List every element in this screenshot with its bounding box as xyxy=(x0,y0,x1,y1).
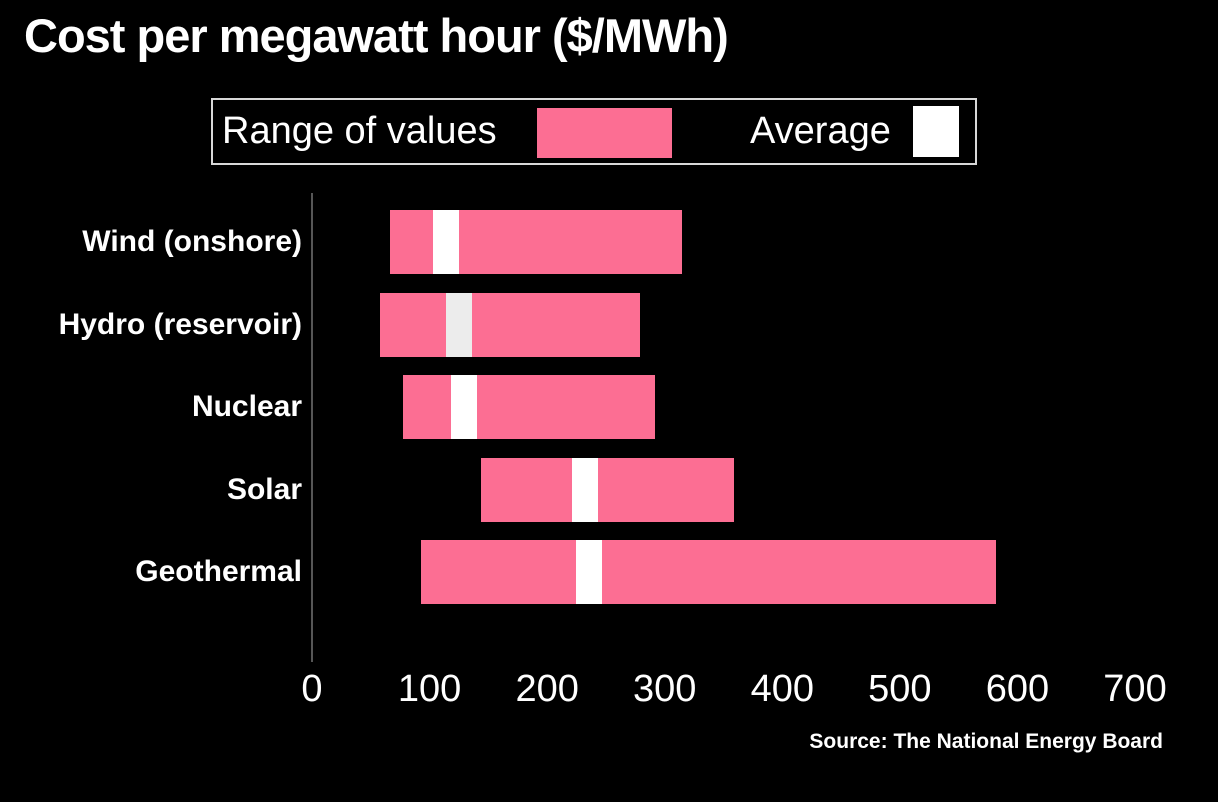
average-marker xyxy=(576,540,603,604)
range-swatch-icon xyxy=(537,108,672,158)
category-label: Wind (onshore) xyxy=(82,225,302,258)
category-label: Nuclear xyxy=(191,390,302,423)
chart-title: Cost per megawatt hour ($/MWh) xyxy=(24,9,729,62)
range-bar xyxy=(389,210,683,274)
legend-average-label: Average xyxy=(750,110,891,152)
x-tick-label: 100 xyxy=(397,668,462,710)
range-bar xyxy=(380,292,641,357)
range-bar xyxy=(421,540,997,604)
x-tick-label: 200 xyxy=(515,668,579,710)
x-tick-label: 600 xyxy=(985,668,1050,710)
average-marker xyxy=(445,292,472,357)
x-tick-label: 300 xyxy=(633,668,697,710)
average-swatch-icon xyxy=(913,106,959,157)
source-credit: Source: The National Energy Board xyxy=(809,730,1163,753)
range-bar xyxy=(481,457,735,522)
average-marker xyxy=(433,210,460,274)
category-label: Hydro (reservoir) xyxy=(58,307,302,341)
average-marker xyxy=(571,457,598,522)
range-bar xyxy=(402,375,656,439)
category-label: Solar xyxy=(226,472,302,506)
average-marker xyxy=(450,375,477,439)
legend-box: Range of values Average xyxy=(211,98,977,165)
x-tick-label: 400 xyxy=(750,668,814,710)
category-label: Geothermal xyxy=(135,555,302,588)
legend-range-label: Range of values xyxy=(222,110,497,152)
x-tick-label: 700 xyxy=(1103,668,1167,710)
x-tick-label: 500 xyxy=(868,668,932,710)
y-axis-line xyxy=(311,193,313,662)
x-tick-label: 0 xyxy=(301,668,323,710)
